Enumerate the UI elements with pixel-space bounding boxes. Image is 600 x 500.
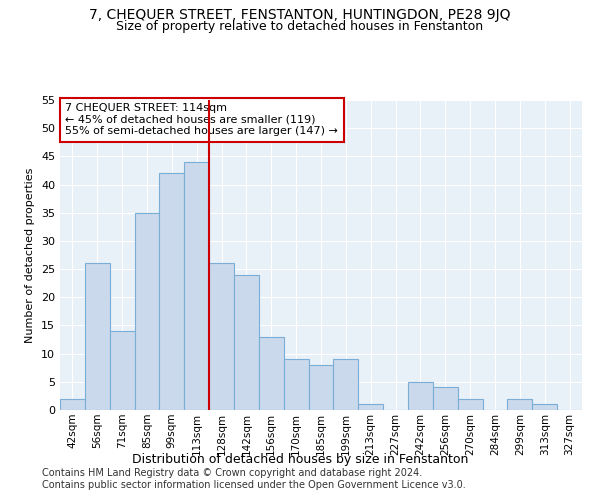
Text: Distribution of detached houses by size in Fenstanton: Distribution of detached houses by size … bbox=[132, 452, 468, 466]
Bar bbox=[458, 398, 482, 410]
Text: Contains public sector information licensed under the Open Government Licence v3: Contains public sector information licen… bbox=[42, 480, 466, 490]
Bar bbox=[334, 360, 358, 410]
Bar bbox=[508, 398, 532, 410]
Bar bbox=[284, 360, 308, 410]
Bar bbox=[85, 264, 110, 410]
Bar bbox=[234, 274, 259, 410]
Bar bbox=[160, 174, 184, 410]
Bar bbox=[433, 388, 458, 410]
Y-axis label: Number of detached properties: Number of detached properties bbox=[25, 168, 35, 342]
Text: Contains HM Land Registry data © Crown copyright and database right 2024.: Contains HM Land Registry data © Crown c… bbox=[42, 468, 422, 477]
Bar bbox=[209, 264, 234, 410]
Bar bbox=[358, 404, 383, 410]
Bar bbox=[532, 404, 557, 410]
Bar bbox=[60, 398, 85, 410]
Text: 7, CHEQUER STREET, FENSTANTON, HUNTINGDON, PE28 9JQ: 7, CHEQUER STREET, FENSTANTON, HUNTINGDO… bbox=[89, 8, 511, 22]
Bar bbox=[134, 212, 160, 410]
Bar bbox=[184, 162, 209, 410]
Bar bbox=[308, 365, 334, 410]
Bar bbox=[259, 336, 284, 410]
Bar bbox=[408, 382, 433, 410]
Text: Size of property relative to detached houses in Fenstanton: Size of property relative to detached ho… bbox=[116, 20, 484, 33]
Bar bbox=[110, 331, 134, 410]
Text: 7 CHEQUER STREET: 114sqm
← 45% of detached houses are smaller (119)
55% of semi-: 7 CHEQUER STREET: 114sqm ← 45% of detach… bbox=[65, 103, 338, 136]
